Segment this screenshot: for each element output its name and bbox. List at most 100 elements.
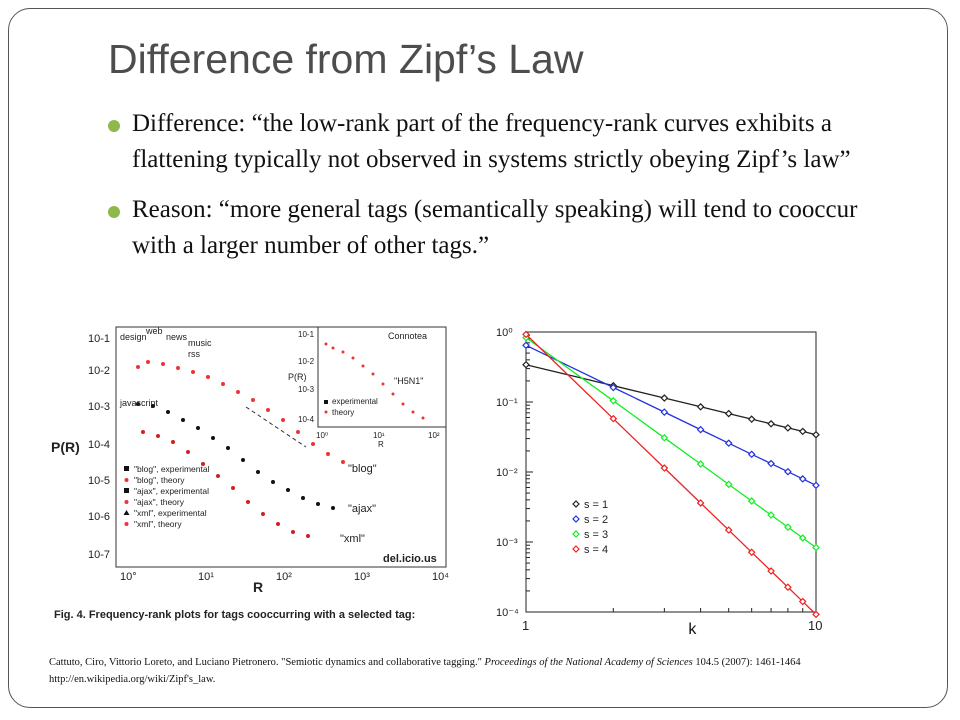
data-point xyxy=(660,408,669,416)
data-point xyxy=(609,383,618,392)
legend-label: s = 2 xyxy=(584,514,608,526)
data-point xyxy=(696,460,705,468)
legend-marker xyxy=(572,500,580,508)
data-point xyxy=(812,481,820,490)
left-y-tick: 10-5 xyxy=(88,475,110,487)
chart-legend: s = 1 s = 2 s = 3 s = 4 xyxy=(572,499,608,556)
left-reference-line xyxy=(245,406,307,448)
left-inset-ylabel: P(R) xyxy=(288,372,307,382)
legend-marker xyxy=(572,515,580,523)
data-point xyxy=(812,610,820,619)
data-point xyxy=(747,497,756,505)
data-point xyxy=(798,475,807,483)
left-legend-item: "xml", theory xyxy=(134,519,182,529)
left-inset-xlabel: R xyxy=(378,440,384,449)
legend-label: s = 3 xyxy=(584,529,608,541)
data-point xyxy=(609,396,618,405)
series-line xyxy=(525,344,817,486)
left-x-tick: 10³ xyxy=(354,571,370,583)
left-legend-item: "xml", experimental xyxy=(134,508,207,518)
left-x-tick: 10° xyxy=(120,571,137,583)
data-point xyxy=(522,330,530,339)
left-callout: news xyxy=(166,332,188,342)
x-tick-label: 10 xyxy=(808,618,822,633)
series-line xyxy=(525,337,817,549)
citation-volume: 104.5 (2007): 1461-1464 xyxy=(692,657,801,668)
y-tick-label: 10⁻⁴ xyxy=(496,607,519,619)
left-inset-xtick: 10¹ xyxy=(373,431,385,440)
data-point xyxy=(609,414,618,423)
left-y-tick: 10-4 xyxy=(88,439,110,451)
data-point xyxy=(812,543,820,552)
left-x-tick: 10² xyxy=(276,571,292,583)
bullet-list: Difference: “the low-rank part of the fr… xyxy=(108,106,908,278)
left-inset-ytick: 10-2 xyxy=(298,357,315,366)
data-point xyxy=(660,464,669,472)
series-line xyxy=(525,333,817,615)
data-point xyxy=(767,567,775,575)
slide-title: Difference from Zipf’s Law xyxy=(108,36,584,82)
data-point xyxy=(724,526,733,534)
citation-authors: Cattuto, Ciro, Vittorio Loreto, and Luci… xyxy=(49,657,485,668)
left-inset-ytick: 10-1 xyxy=(298,330,315,339)
bullet-item: Reason: “more general tags (semantically… xyxy=(108,192,908,264)
chart-x-label: k xyxy=(688,621,697,638)
slide-frame xyxy=(8,8,948,708)
series-line xyxy=(525,364,817,436)
data-point xyxy=(812,430,820,439)
chart-axis-ticks: 10⁰ 10⁻¹ 10⁻² 10⁻³ 10⁻⁴1 10 xyxy=(496,327,822,633)
legend-label: s = 4 xyxy=(584,544,608,556)
legend-marker xyxy=(572,530,580,538)
left-inset-xtick: 10² xyxy=(428,431,440,440)
left-y-tick: 10-1 xyxy=(88,333,110,345)
left-figure-caption: Fig. 4. Frequency-rank plots for tags co… xyxy=(54,609,415,621)
data-point xyxy=(660,394,669,402)
data-point xyxy=(798,427,807,436)
y-tick-label: 10⁻³ xyxy=(496,537,518,549)
left-callout: rss xyxy=(188,349,200,359)
data-point xyxy=(798,534,807,542)
data-point xyxy=(784,424,792,432)
bullet-text: Difference: “the low-rank part of the fr… xyxy=(132,110,851,173)
left-inset-curve-label: "H5N1" xyxy=(394,376,423,386)
data-point xyxy=(747,415,756,423)
left-y-tick: 10-3 xyxy=(88,401,110,413)
bullet-item: Difference: “the low-rank part of the fr… xyxy=(108,106,908,178)
bullet-text: Reason: “more general tags (semantically… xyxy=(132,196,858,259)
data-point xyxy=(784,523,792,531)
left-blog-curve xyxy=(136,360,345,464)
data-point xyxy=(767,419,775,428)
bullet-dot-icon xyxy=(108,120,120,132)
left-callout: web xyxy=(145,326,163,336)
left-legend: "blog", experimental "blog", theory "aja… xyxy=(123,464,210,529)
left-ajax-curve xyxy=(136,402,335,510)
left-legend-item: "blog", experimental xyxy=(134,464,210,474)
left-callout: javascript xyxy=(119,398,159,408)
data-point xyxy=(696,402,705,411)
bullet-dot-icon xyxy=(108,206,120,218)
left-curve-label: "blog" xyxy=(348,463,377,475)
data-point xyxy=(522,341,530,350)
left-inset-legend-item: experimental xyxy=(332,397,378,406)
left-inset: Connotea P(R) 10-1 10-2 10-3 10-4 10⁰ 10… xyxy=(288,326,447,449)
left-y-tick: 10-7 xyxy=(88,549,110,561)
legend-marker xyxy=(572,545,580,553)
left-x-label: R xyxy=(253,579,263,595)
data-point xyxy=(784,583,792,592)
left-figure-plot: 10-1 10-2 10-3 10-4 10-5 10-6 10-7 P(R) … xyxy=(51,326,449,621)
data-point xyxy=(522,360,530,369)
chart-series-group xyxy=(522,330,820,619)
data-point xyxy=(724,409,733,418)
left-figure: 10-1 10-2 10-3 10-4 10-5 10-6 10-7 P(R) … xyxy=(48,322,463,632)
left-x-tick: 10¹ xyxy=(198,571,214,583)
left-y-tick: 10-2 xyxy=(88,365,110,377)
data-point xyxy=(798,597,807,606)
left-callout: music xyxy=(188,338,212,348)
y-tick-label: 10⁻² xyxy=(496,467,518,479)
y-tick-label: 10⁰ xyxy=(496,327,513,339)
data-point xyxy=(660,433,669,442)
data-point xyxy=(767,459,775,468)
left-inset-ytick: 10-4 xyxy=(298,415,315,424)
left-inset-legend-item: theory xyxy=(332,408,354,417)
